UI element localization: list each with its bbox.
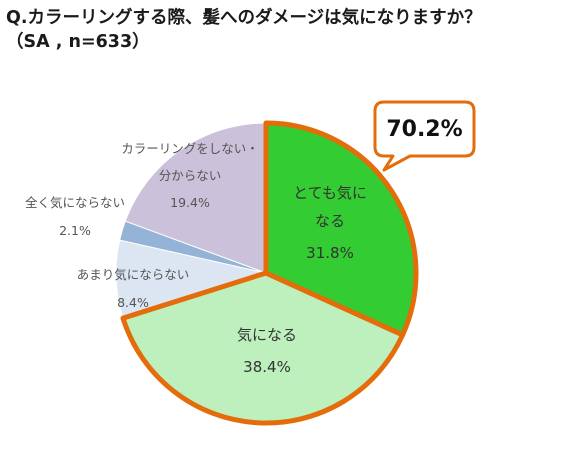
callout-bubble xyxy=(373,100,476,172)
highlight-outline xyxy=(120,270,406,426)
slice-value-label: 2.1% xyxy=(59,223,91,238)
pie-slice xyxy=(124,122,267,274)
slice-value-label: 31.8% xyxy=(306,244,354,262)
slice-value-label: 19.4% xyxy=(170,195,210,210)
slice-label: カラーリングをしない・ xyxy=(121,141,259,156)
slice-label: 分からない xyxy=(159,168,222,183)
slice-label: なる xyxy=(315,212,345,230)
chart-title-sample: （SA , n=633） xyxy=(6,32,150,52)
slice-label: 全く気にならない xyxy=(25,195,125,210)
slice-label: あまり気にならない xyxy=(77,267,190,282)
chart-title-question: Q.カラーリングする際、髪へのダメージは気になりますか？ xyxy=(6,8,482,28)
callout-value: 70.2% xyxy=(386,117,462,142)
slice-value-label: 38.4% xyxy=(243,358,291,376)
highlight-outline xyxy=(263,120,419,338)
chart-title: Q.カラーリングする際、髪へのダメージは気になりますか？ （SA , n=633… xyxy=(6,6,482,54)
slice-label: 気になる xyxy=(237,326,297,344)
slice-value-label: 8.4% xyxy=(117,295,149,310)
slice-label: とても気に xyxy=(293,184,367,202)
